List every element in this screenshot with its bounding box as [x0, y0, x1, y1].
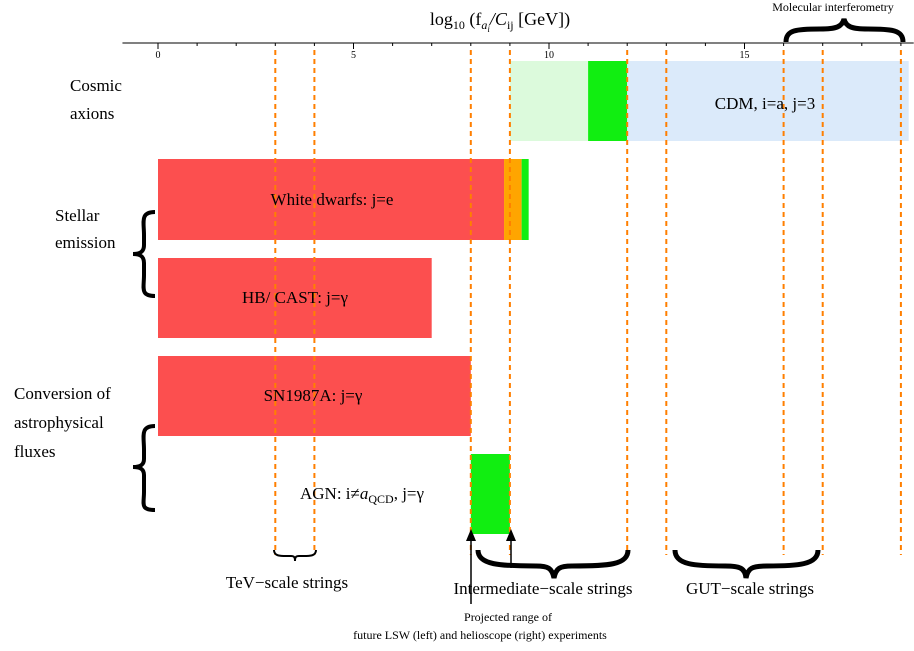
group-label-line: Cosmic	[70, 76, 122, 95]
group-label-line: fluxes	[14, 442, 56, 461]
molecular-interferometry-label: Molecular interferometry	[772, 0, 894, 14]
bar-label-sn1987a: SN1987A: j=γ	[264, 386, 363, 405]
gut-strings-label: GUT−scale strings	[686, 579, 814, 598]
chart-title: log10 (fai/Cij [GeV])	[430, 9, 570, 34]
group-label-line: emission	[55, 233, 116, 252]
tev-strings-brace	[273, 549, 317, 562]
projection-note-line-2: future LSW (left) and helioscope (right)…	[353, 628, 607, 642]
tev-strings-label: TeV−scale strings	[226, 573, 348, 592]
bar-white-dwarfs-segment-2	[521, 159, 529, 240]
projection-arrows	[466, 529, 516, 604]
x-tick-label: 10	[544, 50, 554, 61]
bar-cdm-segment-1	[588, 61, 628, 141]
stellar-brace	[132, 210, 156, 298]
x-axis: 0 5 10 15	[122, 42, 914, 61]
group-label-conversion: Conversion of astrophysical fluxes	[14, 384, 111, 461]
bar-white-dwarfs-segment-0	[158, 159, 505, 240]
group-label-line: Stellar	[55, 206, 100, 225]
x-tick-label: 0	[156, 50, 161, 61]
dashed-lines	[274, 50, 902, 555]
bar-agn-segment-0	[470, 454, 510, 534]
projection-note-line-1: Projected range of	[464, 610, 552, 624]
bar-white-dwarfs-segment-1	[504, 159, 522, 240]
group-label-cosmic: Cosmic axions	[70, 76, 122, 123]
conversion-brace	[132, 424, 156, 512]
gut-strings-brace	[672, 549, 821, 579]
x-tick-label: 15	[740, 50, 750, 61]
bar-cdm-segment-0	[509, 61, 589, 141]
group-label-line: Conversion of	[14, 384, 111, 403]
group-label-stellar: Stellar emission	[55, 206, 116, 252]
intermediate-strings-label: Intermediate−scale strings	[453, 579, 632, 598]
bar-label-cdm: CDM, i=a, j=3	[715, 94, 815, 113]
group-label-line: astrophysical	[14, 413, 104, 432]
bar-hb-cast-segment-0	[158, 258, 432, 338]
molecular-interferometry-brace	[783, 18, 906, 43]
bar-label-white-dwarfs: White dwarfs: j=e	[271, 190, 394, 209]
group-label-line: axions	[70, 104, 114, 123]
bar-label-agn: AGN: i≠aQCD, j=γ	[300, 484, 425, 506]
bar-cdm-segment-2	[627, 61, 909, 141]
bar-label-hb-cast: HB/ CAST: j=γ	[242, 288, 348, 307]
x-tick-label: 5	[351, 50, 356, 61]
intermediate-strings-brace	[475, 549, 631, 579]
